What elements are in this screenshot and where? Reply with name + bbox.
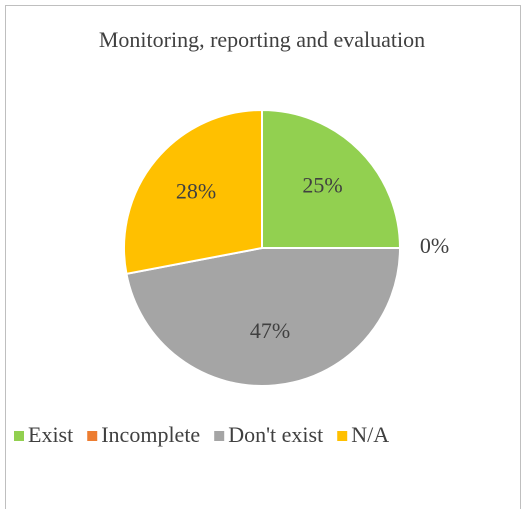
legend-swatch (14, 431, 24, 441)
data-label: 28% (176, 179, 216, 204)
legend-label: Don't exist (228, 422, 323, 447)
legend-swatch (337, 431, 348, 441)
data-label: 0% (420, 233, 449, 258)
pie-slice (123, 108, 263, 276)
data-label: 25% (302, 173, 342, 198)
legend-swatch (87, 431, 98, 441)
data-label: 47% (250, 318, 290, 343)
legend-label: N/A (351, 422, 389, 447)
legend-label: Incomplete (101, 422, 200, 447)
legend-label: Exist (28, 422, 73, 447)
chart-title: Monitoring, reporting and evaluation (99, 27, 425, 52)
legend-swatch (214, 431, 225, 441)
pie-slice (261, 108, 402, 249)
pie-slice (125, 247, 402, 387)
